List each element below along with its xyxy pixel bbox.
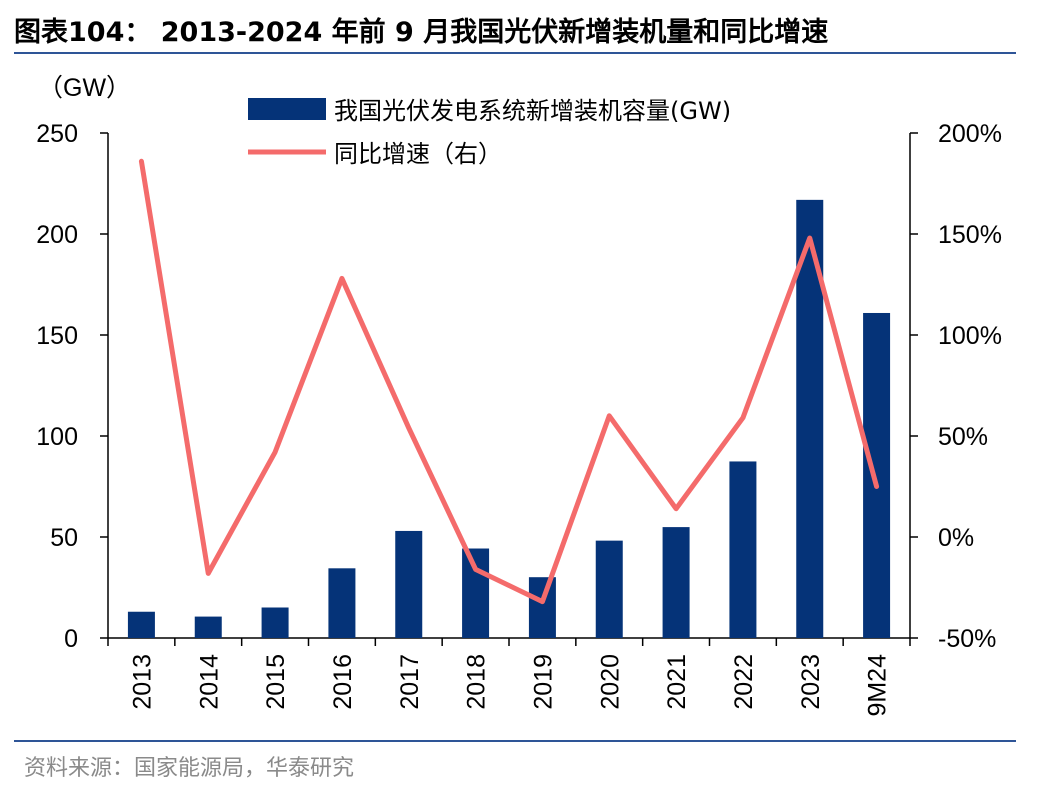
bar [662,527,690,638]
legend: 我国光伏发电系统新增装机容量(GW) 同比增速（右） [248,97,731,168]
right-tick-label: 150% [938,221,1002,249]
right-tick-label: 100% [938,322,1002,350]
left-axis-unit-label: （GW） [38,74,131,102]
bar [462,548,490,638]
left-tick-label: 50 [50,524,78,552]
right-tick-label: 50% [938,423,988,451]
bar [528,577,556,638]
x-tick-label: 2017 [396,654,424,710]
bar [328,568,356,638]
growth-rate-line [138,158,880,605]
right-tick-label: 200% [938,120,1002,148]
left-tick-label: 250 [36,120,78,148]
legend-bar-label: 我国光伏发电系统新增装机容量(GW) [334,97,731,125]
bar [261,607,289,638]
x-tick-label: 2022 [730,654,758,710]
title-divider [14,52,1016,54]
chart-title: 图表104： 2013-2024 年前 9 月我国光伏新增装机量和同比增速 [14,17,829,48]
x-tick-label: 2015 [262,654,290,710]
x-tick-label: 2016 [329,654,357,710]
left-tick-label: 0 [64,625,78,653]
left-tick-label: 100 [36,423,78,451]
left-tick-label: 200 [36,221,78,249]
left-tick-label: 150 [36,322,78,350]
bar [194,616,222,638]
x-tick-label: 2023 [797,654,825,710]
bar [395,530,423,638]
bar [729,461,757,638]
x-tick-label: 2018 [463,654,491,710]
x-tick-label: 9M24 [864,654,892,717]
source-note: 资料来源：国家能源局，华泰研究 [24,756,355,781]
legend-line-label: 同比增速（右） [334,140,502,168]
x-tick-label: 2013 [128,654,156,710]
bar [595,540,623,638]
x-tick-label: 2021 [663,654,691,710]
bar [863,312,891,638]
legend-bar-swatch [248,98,326,120]
x-tick-label: 2020 [596,654,624,710]
bar [127,611,155,638]
x-tick-label: 2019 [529,654,557,710]
right-tick-label: 0% [938,524,974,552]
footer-divider [14,740,1016,742]
right-tick-label: -50% [938,625,996,653]
x-tick-label: 2014 [195,654,223,710]
